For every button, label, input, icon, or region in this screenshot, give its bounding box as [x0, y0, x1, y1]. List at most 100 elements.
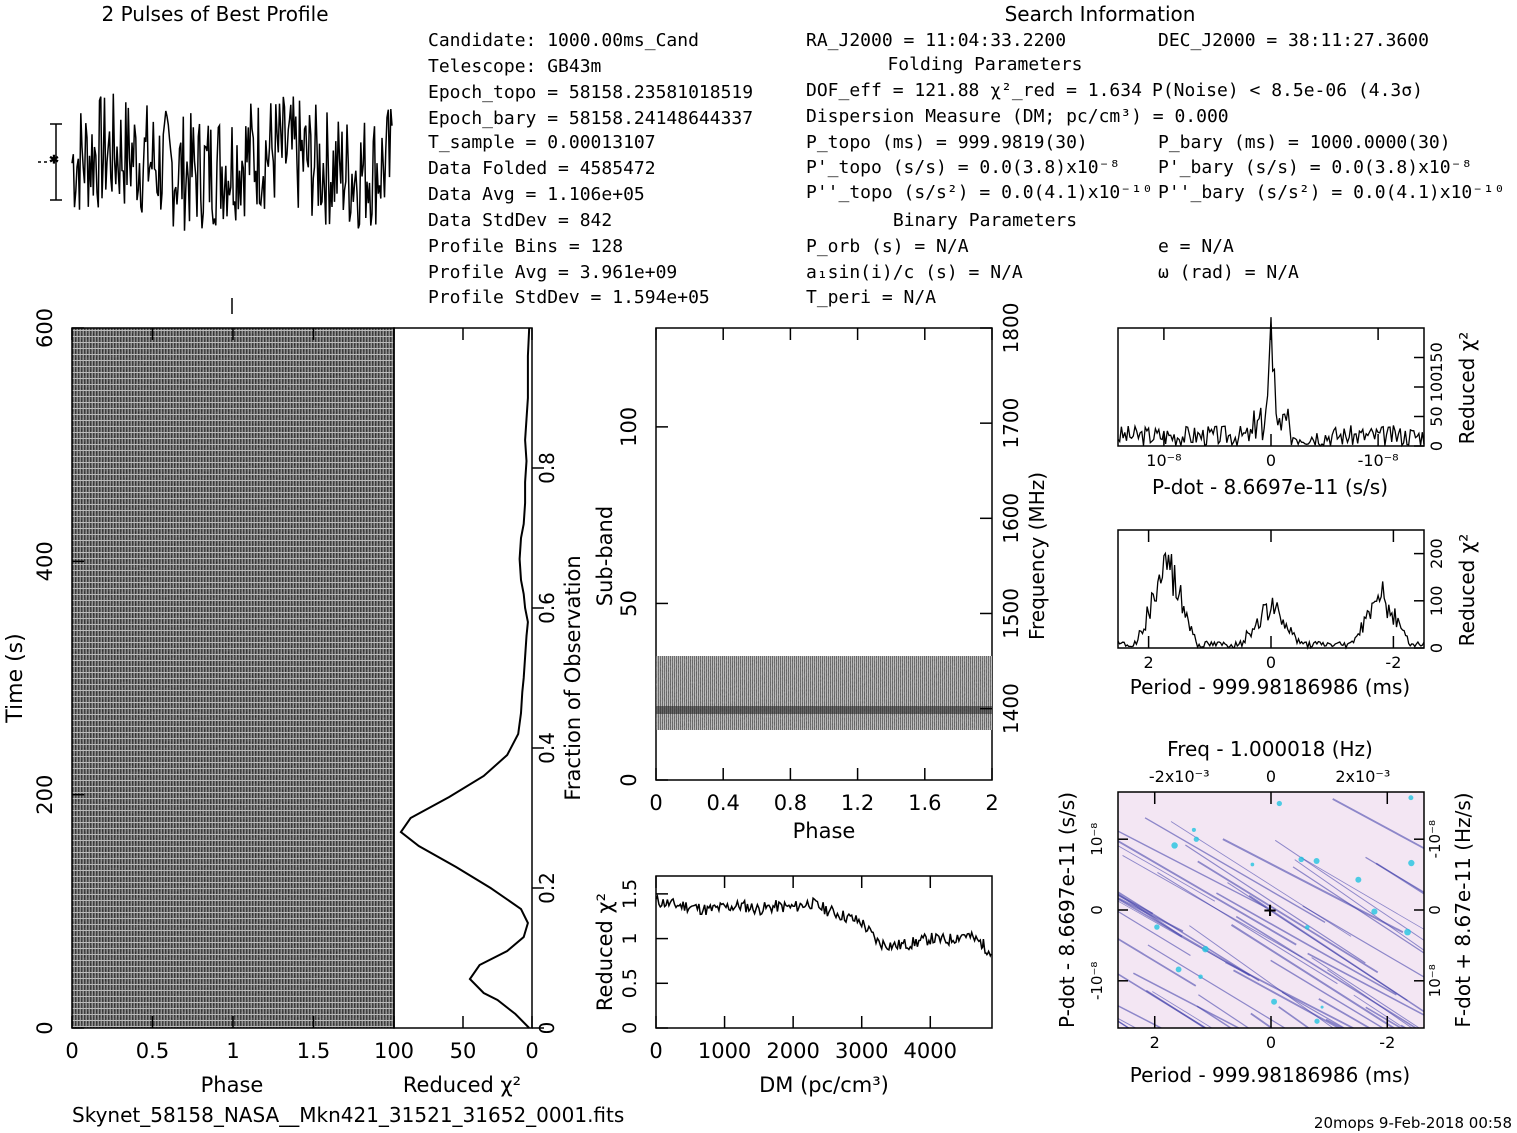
- tperi-text: T_peri = N/A: [806, 287, 936, 308]
- y2-tick-label: 1600: [999, 493, 1023, 544]
- axis-label: P-dot - 8.6697e-11 (s/s): [1055, 792, 1079, 1028]
- t-sample-text: T_sample = 0.00013107: [428, 132, 656, 153]
- x-tick-label: 0: [1266, 653, 1276, 672]
- x-tick-label: 0: [65, 1039, 78, 1063]
- dec-text: DEC_J2000 = 38:11:27.3600: [1158, 30, 1429, 51]
- search-info-title: Search Information: [1005, 2, 1196, 26]
- dm-xlabel: DM (pc/cm³): [759, 1073, 889, 1097]
- x-tick-label: 50: [450, 1039, 477, 1063]
- period-chi2-plot: 2 0 -2 0 100 200 Period - 999.98186986 (ms) Red…: [1117, 529, 1479, 699]
- subband-xlabel: Phase: [793, 819, 856, 843]
- x2-tick-label: 0: [1266, 767, 1276, 786]
- pddot-topo-text: P''_topo (s/s²) = 0.0(4.1)x10⁻¹⁰: [806, 182, 1153, 203]
- subband-axes: 0 0.4 0.8 1.2 1.6 2 0 50 100 1400 1500 1600 1700 1800…: [593, 303, 1049, 843]
- dm-text: Dispersion Measure (DM; pc/cm³) = 0.000: [806, 106, 1229, 127]
- profile-avg-text: Profile Avg = 3.961e+09: [428, 262, 677, 283]
- x-tick-label: 4000: [904, 1039, 957, 1063]
- y-tick-label: 0: [1088, 905, 1106, 915]
- y2-tick-label: -10⁻⁸: [1426, 820, 1444, 858]
- y-tick-label: 0: [33, 1021, 57, 1034]
- x-tick-label: 0.8: [774, 791, 807, 815]
- x-tick-label: -2: [1385, 653, 1401, 672]
- y2-tick-label: 1700: [999, 398, 1023, 449]
- info-column-1: Candidate: 1000.00ms_Cand Telescope: GB4…: [428, 30, 753, 308]
- pdot-chi2-line: [1117, 317, 1425, 448]
- y-tick-label: 600: [33, 308, 57, 348]
- x-tick-label: -2: [1379, 1033, 1395, 1052]
- y-tick-label: -10⁻⁸: [1088, 962, 1106, 1000]
- dm-axes: 0 1000 2000 3000 4000 0 0.5 1 1.5 DM (pc/cm³) Redu…: [593, 876, 957, 1097]
- x-tick-label: 1: [226, 1039, 239, 1063]
- epoch-topo-text: Epoch_topo = 58158.23581018519: [428, 82, 753, 103]
- axis-label: Reduced χ²: [593, 893, 617, 1011]
- y2-tick-label: 1400: [999, 683, 1023, 734]
- profile-bins-text: Profile Bins = 128: [428, 236, 623, 257]
- y-tick-label: 150: [1427, 342, 1446, 373]
- axis-label: Time (s): [3, 633, 28, 723]
- time-phase-axes: 0 0.5 1 1.5 0 200 400 600 Phase Time (s): [3, 308, 330, 1097]
- y2-tick-label: 10⁻⁸: [1426, 964, 1444, 997]
- y-tick-label: 0.8: [535, 452, 559, 484]
- x-tick-label: 0: [649, 1039, 662, 1063]
- svg-text:*: *: [50, 152, 58, 171]
- e-text: e = N/A: [1158, 236, 1234, 257]
- y-tick-label: 0.5: [619, 968, 641, 998]
- ppdot-xlabel: Period - 999.98186986 (ms): [1130, 1063, 1411, 1087]
- y-tick-label: 0: [1427, 643, 1446, 653]
- x-tick-label: 2: [1144, 653, 1154, 672]
- axis-label: Fraction of Observation: [561, 555, 585, 800]
- y-tick-label: 400: [33, 541, 57, 581]
- time-chi2-line: [399, 327, 531, 1029]
- candidate-text: Candidate: 1000.00ms_Cand: [428, 30, 699, 51]
- ra-text: RA_J2000 = 11:04:33.2200: [806, 30, 1066, 51]
- y-tick-label: 0: [1427, 441, 1446, 451]
- ppdot-plane-plot: + 2 0 -2 -2x10⁻³ 0 2x10⁻³ 10⁻⁸ -10⁻⁸ 0 0 -10⁻⁸ 10⁻⁸…: [1055, 737, 1475, 1087]
- y2-tick-label: 0: [1426, 905, 1444, 915]
- y-tick-label: 1.5: [619, 879, 641, 909]
- x-tick-label: 1000: [698, 1039, 751, 1063]
- dof-text: DOF_eff = 121.88 χ²_red = 1.634: [806, 80, 1142, 101]
- binary-title: Binary Parameters: [893, 210, 1077, 231]
- x-tick-label: 0: [1266, 1033, 1276, 1052]
- folding-title: Folding Parameters: [887, 54, 1082, 75]
- x-tick-label: 2: [1150, 1033, 1160, 1052]
- y-tick-label: 0: [535, 1022, 559, 1035]
- pdot-xlabel: P-dot - 8.6697e-11 (s/s): [1152, 475, 1388, 499]
- y-tick-label: 1: [619, 933, 641, 945]
- x2-tick-label: 2x10⁻³: [1335, 767, 1390, 786]
- y-tick-label: 100: [617, 407, 641, 447]
- y2-tick-label: 1800: [999, 303, 1023, 354]
- profile-title: 2 Pulses of Best Profile: [102, 2, 329, 26]
- time-chi2-axes: 100 50 0 0 0.2 0.4 0.6 0.8 Reduced χ² Fraction of…: [374, 328, 585, 1097]
- period-xlabel: Period - 999.98186986 (ms): [1130, 675, 1411, 699]
- pnoise-text: P(Noise) < 8.5e-06 (4.3σ): [1152, 80, 1423, 101]
- dm-chi2-plot: 0 1000 2000 3000 4000 0 0.5 1 1.5 DM (pc/cm³) Redu…: [593, 875, 993, 1097]
- a1sini-text: a₁sin(i)/c (s) = N/A: [806, 262, 1023, 283]
- x-tick-label: 10⁻⁸: [1146, 451, 1181, 470]
- filename-footer: Skynet_58158_NASA__Mkn421_31521_31652_00…: [72, 1103, 624, 1127]
- x-tick-label: 2000: [766, 1039, 819, 1063]
- telescope-text: Telescope: GB43m: [428, 56, 601, 77]
- x-tick-label: 0.5: [136, 1039, 169, 1063]
- pdot-topo-text: P'_topo (s/s) = 0.0(3.8)x10⁻⁸: [806, 157, 1120, 178]
- profile-line: [71, 93, 393, 231]
- time-phase-xlabel: Phase: [201, 1073, 264, 1097]
- period-chi2-line: [1117, 551, 1425, 650]
- x-tick-label: 0: [649, 791, 662, 815]
- epoch-bary-text: Epoch_bary = 58158.24148644337: [428, 108, 753, 129]
- data-stddev-text: Data StdDev = 842: [428, 210, 612, 231]
- y-tick-label: 10⁻⁸: [1088, 823, 1106, 856]
- profile-plot: *: [38, 93, 393, 314]
- omega-text: ω (rad) = N/A: [1158, 262, 1299, 283]
- axis-label: Frequency (MHz): [1025, 472, 1049, 640]
- timestamp-footer: 20mops 9-Feb-2018 00:58: [1314, 1114, 1512, 1132]
- x-tick-label: 2: [985, 791, 998, 815]
- x-tick-label: 1.6: [908, 791, 941, 815]
- y2-tick-label: 1500: [999, 588, 1023, 639]
- profile-stddev-text: Profile StdDev = 1.594e+05: [428, 287, 710, 308]
- x-tick-label: 3000: [835, 1039, 888, 1063]
- info-column-2: RA_J2000 = 11:04:33.2200 DEC_J2000 = 38:…: [806, 30, 1505, 308]
